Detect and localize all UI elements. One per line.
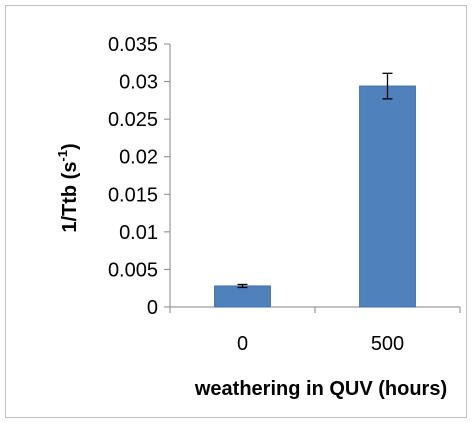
y-tick-label: 0.01 — [119, 222, 158, 244]
y-axis-label-main: 1/Ttb (s — [59, 162, 81, 233]
y-axis-label-superscript: -1 — [55, 150, 70, 162]
x-axis-label: weathering in QUV (hours) — [194, 378, 447, 400]
x-tick-label: 500 — [371, 333, 404, 355]
y-axis-label-close: ) — [59, 143, 81, 150]
bar — [359, 85, 416, 308]
x-tick-label: 0 — [237, 333, 248, 355]
y-tick-label: 0.035 — [108, 34, 158, 56]
y-axis-label: 1/Ttb (s-1) — [55, 143, 81, 232]
y-tick-label: 0.005 — [108, 259, 158, 281]
y-tick-label: 0.03 — [119, 72, 158, 94]
y-tick-label: 0 — [147, 297, 158, 319]
y-tick-label: 0.025 — [108, 109, 158, 131]
bar — [214, 285, 271, 308]
y-tick-label: 0.015 — [108, 184, 158, 206]
y-tick-label: 0.02 — [119, 147, 158, 169]
plot-area: 0 0.005 0.01 0.015 0.02 0.025 0.03 0.035 0 500 — [108, 34, 461, 355]
